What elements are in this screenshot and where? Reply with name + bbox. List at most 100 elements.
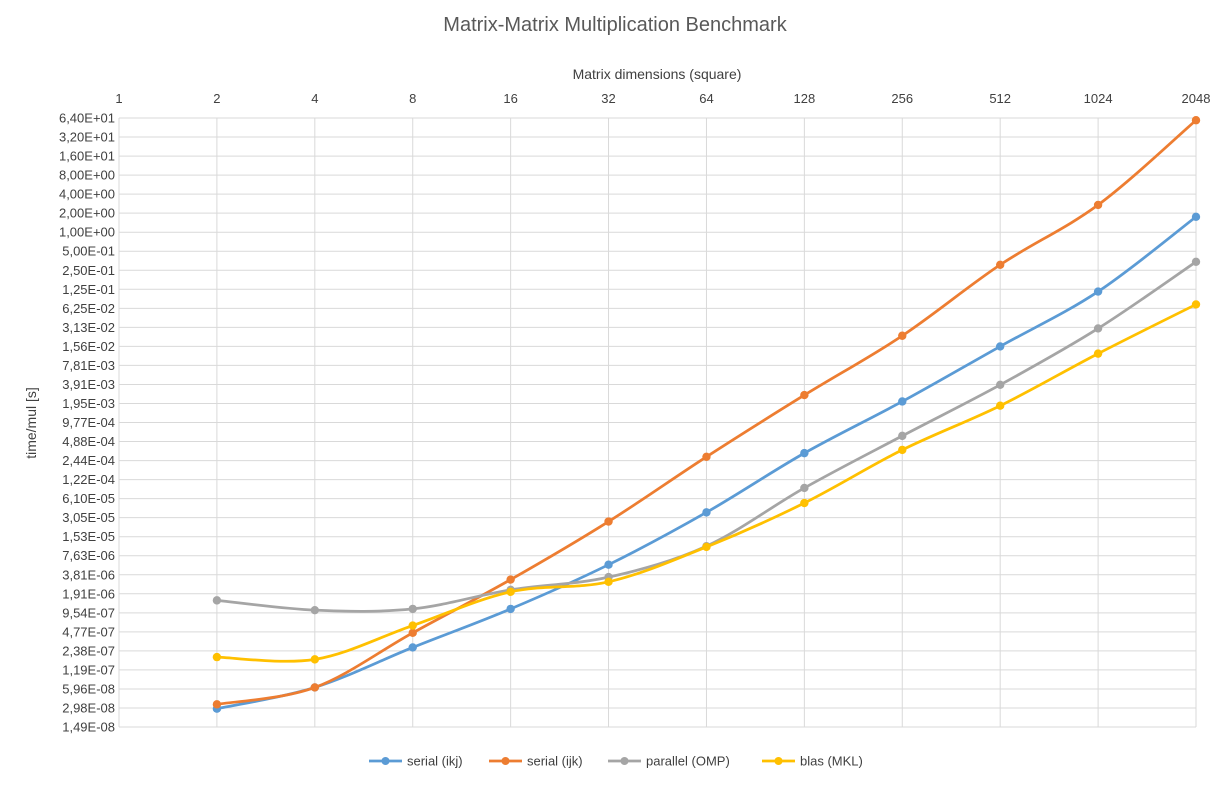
x-tick-label: 64 (699, 91, 713, 106)
data-point (898, 397, 907, 406)
data-point (1191, 116, 1201, 125)
data-point (506, 587, 515, 596)
x-tick-label: 2 (213, 91, 220, 106)
y-tick-label: 8,00E+00 (59, 168, 115, 183)
data-point (800, 448, 809, 458)
data-point (1191, 212, 1201, 222)
series-lines (212, 116, 1201, 713)
legend: serial (ikj) serial (ijk) parallel (OMP) bl… (369, 754, 863, 769)
legend-item: blas (MKL) (762, 754, 863, 769)
data-point (800, 498, 809, 508)
data-point (604, 577, 613, 587)
y-axis-title: time/mul [s] (23, 387, 39, 459)
y-tick-label: 3,13E-02 (62, 320, 115, 335)
x-tick-labels: 1 2 4 8 16 32 64 128 256 512 1024 2048 (115, 91, 1210, 106)
x-tick-label: 1024 (1084, 91, 1113, 106)
y-tick-label: 6,10E-05 (62, 491, 115, 506)
data-point (1093, 200, 1103, 210)
grid (118, 117, 1197, 728)
y-tick-label: 1,49E-08 (62, 720, 115, 735)
y-tick-label: 2,50E-01 (62, 263, 115, 278)
data-point (310, 655, 320, 664)
y-tick-label: 3,81E-06 (62, 567, 115, 582)
y-tick-labels: 1,49E-08 2,98E-08 5,96E-08 1,19E-07 2,38E-07… (59, 111, 115, 735)
y-tick-label: 2,98E-08 (62, 700, 115, 715)
y-tick-label: 4,77E-07 (62, 624, 115, 639)
data-point (800, 390, 809, 400)
legend-swatch-marker (501, 757, 510, 765)
chart-title: Matrix-Matrix Multiplication Benchmark (443, 14, 787, 36)
data-point (1093, 324, 1103, 333)
y-tick-label: 5,00E-01 (62, 244, 115, 259)
data-point (310, 683, 320, 692)
y-tick-label: 1,53E-05 (62, 529, 115, 544)
legend-label: parallel (OMP) (646, 754, 730, 769)
legend-label: serial (ijk) (527, 754, 583, 769)
data-point (408, 643, 417, 652)
data-point (408, 621, 417, 630)
y-tick-label: 3,05E-05 (62, 510, 115, 525)
legend-label: serial (ikj) (407, 754, 463, 769)
legend-item: serial (ikj) (369, 754, 463, 769)
y-tick-label: 1,25E-01 (62, 282, 115, 297)
data-point (1093, 287, 1103, 296)
data-point (898, 331, 907, 340)
y-tick-label: 6,40E+01 (59, 111, 115, 126)
data-point (212, 596, 222, 605)
data-point (604, 517, 613, 526)
y-tick-label: 1,56E-02 (62, 339, 115, 354)
y-tick-label: 1,60E+01 (59, 149, 115, 164)
data-point (702, 508, 711, 517)
legend-swatch-marker (620, 757, 629, 765)
series-serial-ijk (212, 116, 1201, 709)
data-point (604, 560, 613, 569)
data-point (408, 604, 417, 614)
data-point (1191, 300, 1201, 309)
y-tick-label: 9,77E-04 (62, 415, 115, 430)
y-tick-label: 1,22E-04 (62, 472, 115, 487)
x-axis-title: Matrix dimensions (square) (573, 66, 742, 82)
x-tick-label: 16 (503, 91, 517, 106)
y-tick-label: 3,20E+01 (59, 130, 115, 145)
y-tick-label: 9,54E-07 (62, 605, 115, 620)
x-tick-label: 128 (794, 91, 816, 106)
data-point (1191, 257, 1201, 267)
data-point (898, 431, 907, 441)
legend-swatch-marker (381, 757, 390, 765)
y-tick-label: 3,91E-03 (62, 377, 115, 392)
y-tick-label: 1,19E-07 (62, 662, 115, 677)
data-point (800, 483, 809, 493)
series-blas-mkl (212, 300, 1201, 664)
x-tick-label: 1 (115, 91, 122, 106)
y-tick-label: 4,88E-04 (62, 434, 115, 449)
y-tick-label: 6,25E-02 (62, 301, 115, 316)
x-tick-label: 32 (601, 91, 615, 106)
data-point (212, 700, 222, 709)
data-point (995, 342, 1005, 351)
y-tick-label: 1,95E-03 (62, 396, 115, 411)
data-point (702, 452, 711, 461)
data-point (898, 445, 907, 455)
data-point (506, 604, 515, 614)
y-tick-label: 5,96E-08 (62, 681, 115, 696)
legend-item: parallel (OMP) (608, 754, 730, 769)
data-point (212, 652, 222, 662)
legend-label: blas (MKL) (800, 754, 863, 769)
data-point (702, 542, 711, 552)
data-point (1093, 349, 1103, 358)
x-tick-label: 256 (891, 91, 913, 106)
data-point (408, 628, 417, 638)
y-tick-label: 2,00E+00 (59, 206, 115, 221)
y-tick-label: 2,38E-07 (62, 643, 115, 658)
x-tick-label: 2048 (1182, 91, 1211, 106)
data-point (995, 401, 1005, 410)
legend-swatch-marker (774, 757, 783, 765)
y-tick-label: 1,91E-06 (62, 586, 115, 601)
y-tick-label: 7,81E-03 (62, 358, 115, 373)
x-tick-label: 8 (409, 91, 416, 106)
y-tick-label: 1,00E+00 (59, 225, 115, 240)
data-point (310, 605, 320, 615)
data-point (506, 575, 515, 584)
y-tick-label: 7,63E-06 (62, 548, 115, 563)
